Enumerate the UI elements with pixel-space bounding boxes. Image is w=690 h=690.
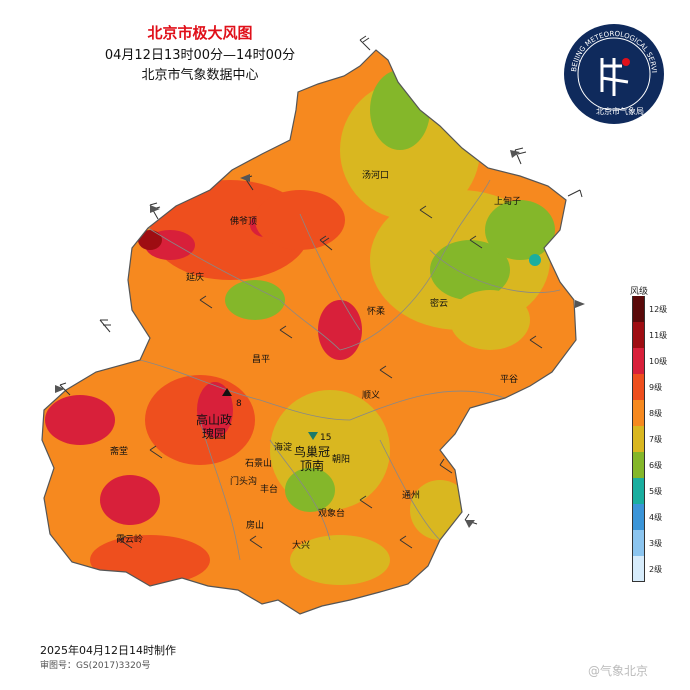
place-pinggu: 平谷: [500, 374, 518, 385]
watermark: @气象北京: [588, 664, 649, 678]
place-huairou: 怀柔: [367, 305, 385, 317]
legend-swatch: [632, 322, 645, 348]
peak2-sub: 顶南: [300, 458, 324, 473]
legend-row: 10级: [632, 348, 680, 374]
peak2-value: 15: [320, 433, 331, 443]
wind-level-legend: 风级 12级 11级 10级 9级 8级 7级 6级 5级 4级 3级 2级: [630, 287, 680, 582]
beijing-border: [41, 49, 577, 615]
peak2-name: 鸟巢冠: [294, 444, 330, 459]
legend-swatch: [632, 374, 645, 400]
legend-swatch: [632, 478, 645, 504]
legend-label: 12级: [649, 304, 668, 314]
map-approval: 审图号：GS(2017)3320号: [40, 661, 151, 671]
wind-barbs: [59, 35, 583, 549]
legend-label: 10级: [649, 356, 668, 366]
district-borders: [139, 179, 561, 561]
map-title: 北京市极大风图: [147, 24, 253, 42]
made-time: 2025年04月12日14时制作: [40, 644, 176, 657]
place-guanxiangtai: 观象台: [318, 507, 345, 519]
place-shangdianzi: 上甸子: [494, 195, 521, 207]
legend-row: 6级: [632, 452, 680, 478]
legend-row: 4级: [632, 504, 680, 530]
place-yanqing: 延庆: [186, 271, 204, 283]
legend-label: 5级: [649, 486, 663, 496]
legend-row: 3级: [632, 530, 680, 556]
legend-label: 4级: [649, 512, 663, 522]
place-tongzhou: 通州: [402, 490, 420, 501]
legend-swatch: [632, 426, 645, 452]
legend-row: 5级: [632, 478, 680, 504]
place-shijingshan: 石景山: [245, 458, 272, 469]
bms-logo: BEIJING METEOROLOGICAL SERVICE: [562, 22, 664, 124]
legend-row: 9级: [632, 374, 680, 400]
peak-marker-icon: [222, 388, 232, 396]
legend-swatch: [632, 504, 645, 530]
legend-swatch: [632, 400, 645, 426]
time-range: 04月12日13时00分—14时00分: [104, 48, 296, 63]
place-shunyi: 顺义: [362, 390, 380, 401]
legend-swatch: [632, 556, 645, 582]
legend-swatch: [632, 296, 645, 322]
legend-row: 2级: [632, 556, 680, 582]
place-daxing: 大兴: [292, 539, 310, 551]
place-fengtai: 丰台: [260, 483, 278, 495]
legend-label: 9级: [649, 382, 663, 392]
legend-row: 8级: [632, 400, 680, 426]
legend-label: 11级: [649, 330, 668, 340]
legend-swatch: [632, 348, 645, 374]
place-haidian: 海淀: [274, 441, 292, 453]
legend-label: 3级: [649, 538, 663, 548]
place-miyun: 密云: [430, 297, 448, 309]
legend-swatch: [632, 530, 645, 556]
legend-label: 7级: [649, 434, 663, 444]
place-tanghekou: 汤河口: [362, 169, 389, 181]
place-changping: 昌平: [252, 354, 270, 365]
legend-row: 7级: [632, 426, 680, 452]
legend-label: 8级: [649, 408, 663, 418]
legend-row: 11级: [632, 322, 680, 348]
peak1-name: 高山政: [196, 412, 232, 427]
legend-label: 2级: [649, 564, 663, 574]
wind-field: [42, 50, 576, 614]
logo-org-cn: 北京市气象局: [596, 107, 644, 116]
legend-swatch: [632, 452, 645, 478]
place-chaoyang: 朝阳: [332, 454, 350, 465]
peak1-value: 8: [236, 399, 242, 409]
place-fangshan: 房山: [246, 519, 264, 531]
place-mentougou: 门头沟: [230, 475, 257, 487]
legend-title: 风级: [630, 287, 649, 297]
place-zhaitang: 斋堂: [110, 445, 128, 457]
wind-flags: [55, 150, 585, 528]
place-foyeding: 佛爷顶: [230, 215, 257, 227]
station-marker-icon: [308, 432, 318, 440]
legend-label: 6级: [649, 460, 663, 470]
peak1-sub: 瑰园: [202, 426, 226, 441]
legend-row: 12级: [632, 296, 680, 322]
place-xiayunling: 霞云岭: [116, 533, 143, 545]
data-source: 北京市气象数据中心: [141, 68, 259, 83]
